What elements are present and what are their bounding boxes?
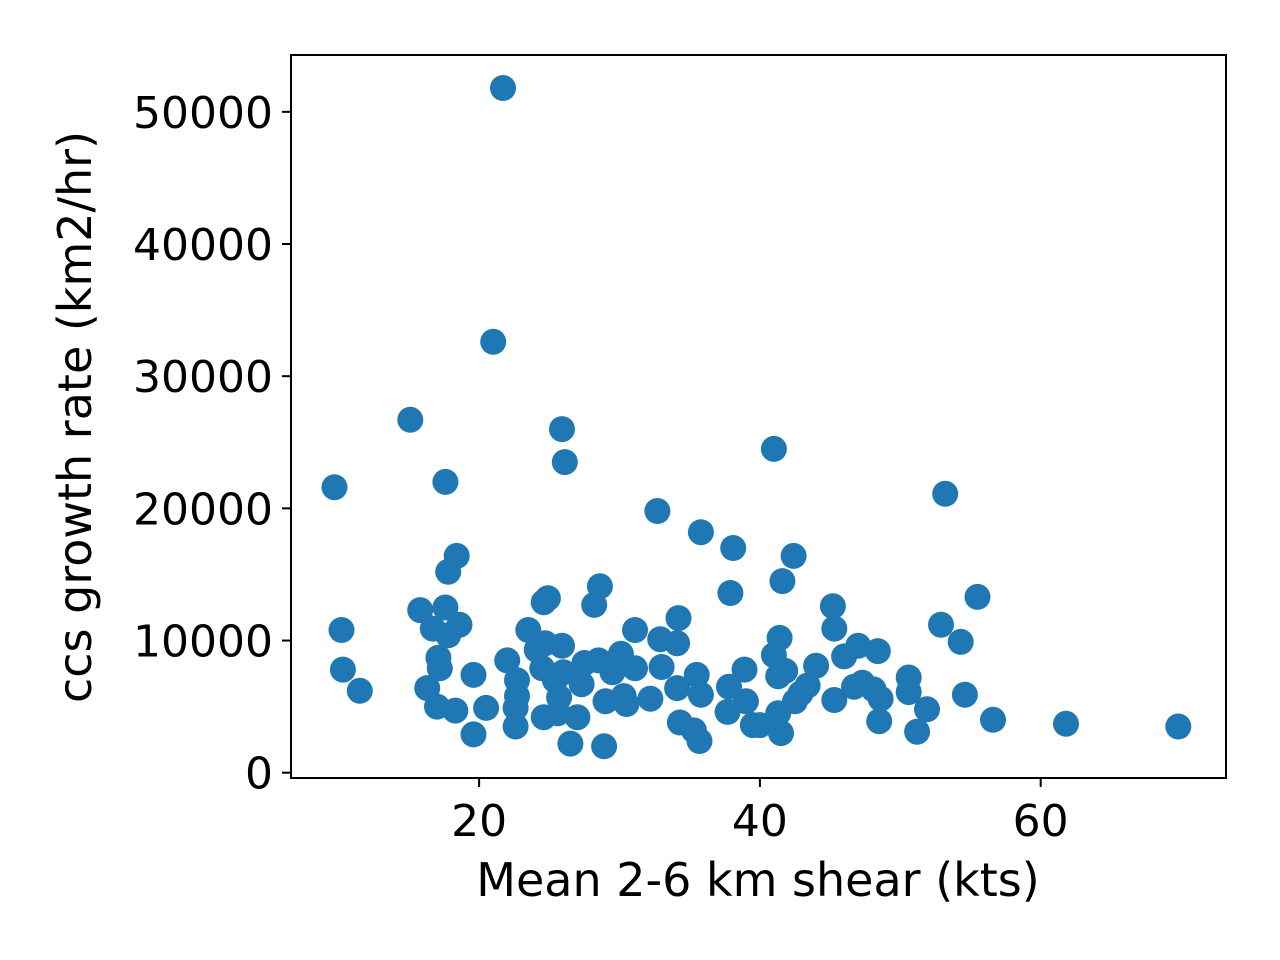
- data-point: [591, 733, 618, 760]
- data-point: [932, 480, 959, 507]
- data-point: [480, 328, 507, 355]
- data-point: [473, 694, 500, 721]
- data-point: [530, 589, 557, 616]
- data-point: [622, 617, 648, 643]
- x-axis: 20 40 60: [451, 778, 1069, 847]
- data-point: [746, 712, 773, 739]
- data-point: [686, 728, 713, 754]
- data-point: [717, 580, 744, 606]
- data-point: [622, 655, 648, 682]
- y-axis-label: ccs growth rate (km2/hr): [48, 131, 102, 703]
- data-point: [637, 685, 664, 712]
- data-point: [460, 661, 487, 688]
- data-point: [765, 663, 792, 690]
- data-point: [502, 694, 529, 721]
- x-tick-label: 20: [451, 796, 507, 847]
- y-tick-label: 0: [245, 749, 273, 800]
- data-point: [914, 696, 940, 723]
- data-point: [581, 591, 608, 618]
- data-point: [346, 677, 373, 704]
- data-point: [714, 698, 741, 725]
- data-point: [683, 661, 710, 688]
- y-tick-label: 40000: [133, 220, 273, 271]
- data-point: [768, 720, 794, 747]
- data-point: [530, 704, 557, 731]
- data-point: [964, 583, 991, 610]
- data-point: [599, 659, 626, 686]
- data-point: [947, 628, 974, 655]
- data-point: [564, 704, 591, 731]
- data-point: [432, 468, 459, 495]
- data-point: [716, 673, 742, 700]
- data-point: [568, 671, 595, 698]
- data-point: [549, 416, 575, 443]
- x-tick-label: 40: [732, 796, 788, 847]
- data-point: [780, 542, 807, 569]
- data-point: [644, 498, 671, 524]
- data-point: [664, 630, 691, 657]
- data-point: [665, 605, 692, 632]
- data-point: [407, 597, 434, 624]
- data-point: [904, 718, 931, 745]
- data-point: [980, 706, 1006, 733]
- y-tick-label: 20000: [133, 484, 273, 535]
- data-point: [571, 650, 598, 676]
- data-point: [803, 652, 830, 679]
- data-point: [720, 535, 747, 561]
- data-point: [928, 611, 954, 638]
- data-point: [769, 568, 796, 595]
- data-point: [687, 681, 714, 708]
- data-point: [557, 730, 584, 757]
- data-point: [502, 713, 529, 740]
- x-tick-label: 60: [1013, 796, 1069, 847]
- plot-frame: [290, 54, 1227, 779]
- data-point: [664, 675, 691, 702]
- data-point: [549, 632, 575, 659]
- data-point: [648, 654, 675, 680]
- data-point: [864, 638, 891, 665]
- data-point: [895, 679, 922, 706]
- data-point: [1165, 713, 1192, 740]
- data-point: [866, 708, 893, 735]
- data-point: [867, 685, 894, 712]
- data-point: [731, 656, 758, 683]
- data-point: [442, 697, 469, 724]
- data-point: [435, 622, 462, 649]
- data-point: [1053, 710, 1079, 737]
- y-tick-label: 50000: [133, 88, 273, 139]
- data-point: [819, 593, 846, 620]
- data-point: [460, 721, 487, 748]
- data-point: [426, 655, 453, 682]
- data-point: [328, 617, 355, 643]
- data-point: [321, 474, 348, 501]
- data-point: [951, 681, 978, 708]
- y-axis: 0 10000 20000 30000 40000 50000: [133, 88, 291, 800]
- scatter-points: [321, 75, 1192, 760]
- data-point: [397, 406, 424, 433]
- data-point: [821, 687, 848, 713]
- data-point: [687, 519, 714, 546]
- data-point: [551, 449, 578, 476]
- data-point: [329, 656, 356, 683]
- data-point: [760, 435, 787, 462]
- y-tick-label: 10000: [133, 617, 273, 668]
- data-point: [821, 615, 848, 642]
- data-point: [592, 688, 619, 715]
- data-point: [831, 643, 858, 670]
- data-point: [490, 75, 516, 101]
- data-point: [432, 594, 459, 621]
- data-point: [494, 647, 521, 674]
- x-axis-label: Mean 2-6 km shear (kts): [476, 853, 1039, 907]
- data-point: [613, 691, 640, 717]
- data-point: [841, 673, 867, 700]
- data-point: [435, 558, 462, 585]
- y-tick-label: 30000: [133, 352, 273, 403]
